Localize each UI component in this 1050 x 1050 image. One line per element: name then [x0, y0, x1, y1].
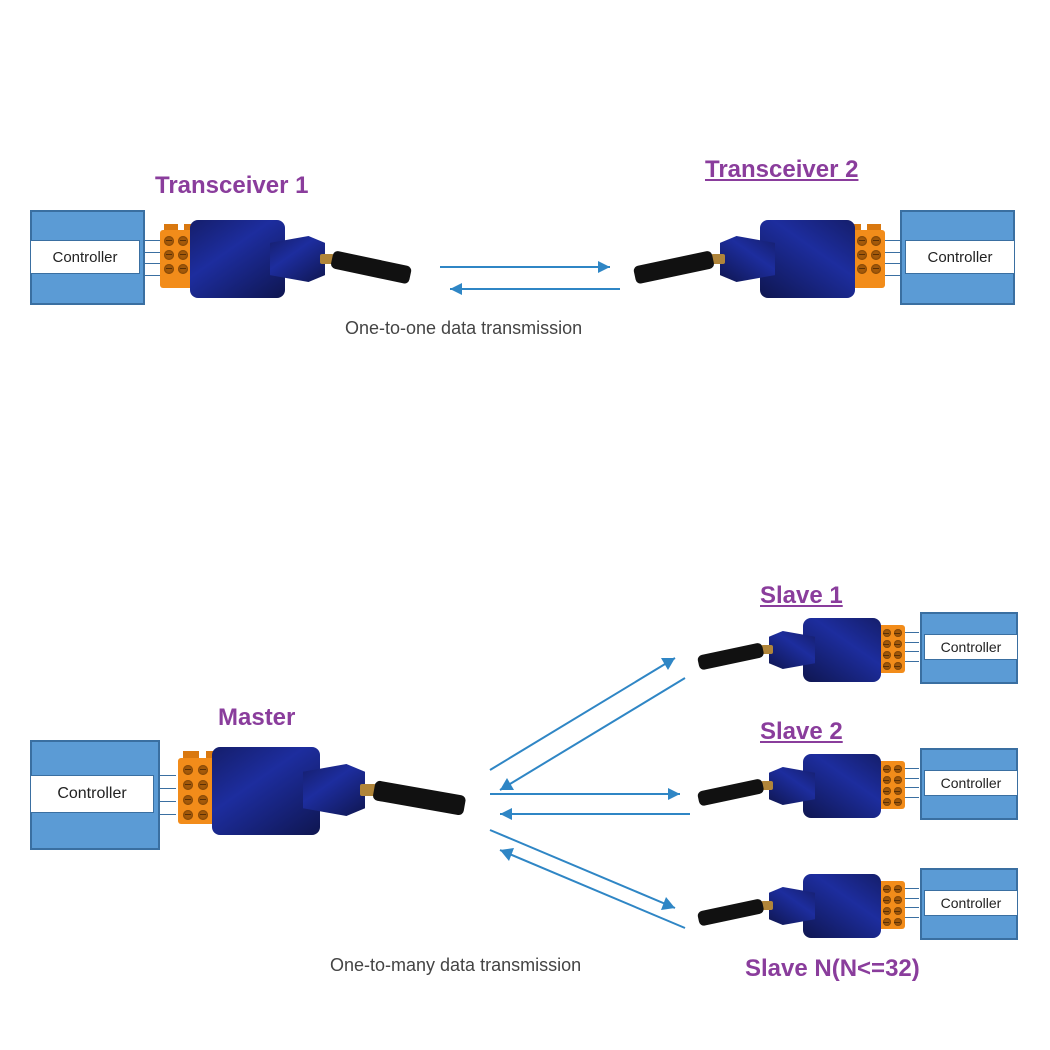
transceiver-device-slave [745, 751, 905, 823]
bidir-arrow-icon [430, 255, 630, 315]
device-label: Slave 2 [760, 718, 843, 746]
device-label: Transceiver 2 [705, 156, 858, 184]
controller-label-box: Controller [924, 770, 1018, 796]
transceiver-device-master [178, 742, 398, 842]
section-caption: One-to-one data transmission [345, 318, 582, 339]
controller-pins [905, 632, 919, 662]
controller-label-box: Controller [924, 890, 1018, 916]
device-label: Master [218, 704, 295, 732]
controller-pins [145, 240, 161, 276]
controller-text: Controller [52, 249, 117, 266]
controller-text: Controller [927, 249, 992, 266]
section-caption: One-to-many data transmission [330, 955, 581, 976]
device-label: Slave N(N<=32) [745, 955, 920, 983]
controller-text: Controller [941, 639, 1002, 655]
controller-label-box: Controller [30, 240, 140, 274]
controller-label-box: Controller [924, 634, 1018, 660]
controller-text: Controller [941, 775, 1002, 791]
device-label: Slave 1 [760, 582, 843, 610]
device-label: Transceiver 1 [155, 172, 308, 200]
controller-text: Controller [57, 785, 126, 803]
transceiver-device-slave [745, 615, 905, 687]
controller-pins [905, 768, 919, 798]
controller-pins [884, 240, 900, 276]
transceiver-device [695, 216, 885, 306]
controller-pins [905, 888, 919, 918]
controller-pins [160, 775, 176, 815]
transceiver-device [160, 216, 350, 306]
transceiver-device-slave [745, 871, 905, 943]
controller-label-box: Controller [905, 240, 1015, 274]
diagram-canvas: Controller Transceiver 1 Controller [0, 0, 1050, 1050]
controller-text: Controller [941, 895, 1002, 911]
controller-label-box: Controller [30, 775, 154, 813]
bidir-arrow-icon [470, 620, 720, 940]
